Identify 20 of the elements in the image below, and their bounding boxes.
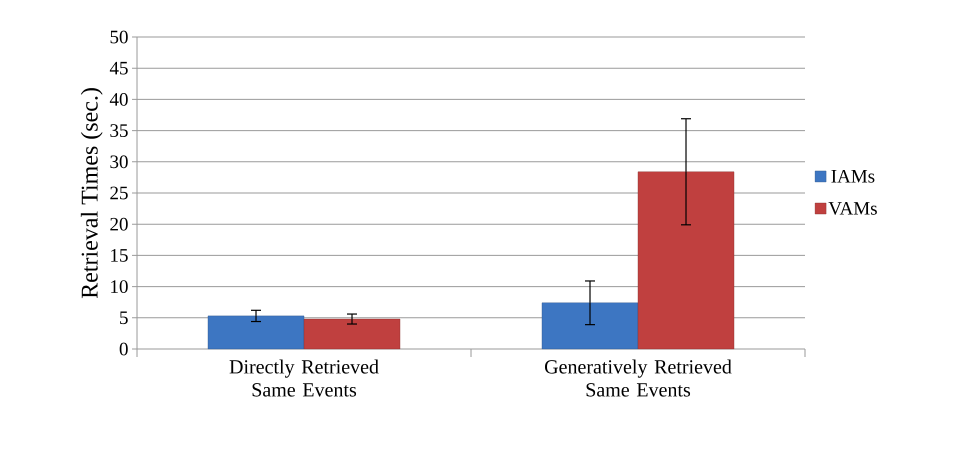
y-tick-label: 35 (110, 124, 128, 137)
y-tick-label: 10 (111, 280, 128, 293)
y-tick-label: 40 (110, 92, 128, 106)
x-tick-label: Directly Retrieved Same Events (230, 360, 379, 397)
bar (542, 302, 638, 350)
x-tick-label: Generatively Retrieved Same Events (544, 360, 732, 397)
bar (304, 318, 400, 350)
bar (208, 316, 304, 350)
y-tick-label: 30 (110, 155, 128, 168)
y-tick-label: 0 (120, 342, 128, 356)
y-axis-title: Retrieval Times (sec.) (80, 88, 103, 298)
legend-label: IAMs (831, 170, 874, 183)
bar (638, 172, 734, 350)
y-tick-label: 50 (110, 30, 128, 44)
y-tick-label: 20 (110, 218, 128, 231)
y-tick-label: 25 (110, 186, 128, 200)
y-tick-label: 15 (111, 249, 128, 262)
y-tick-label: 5 (120, 311, 128, 324)
y-tick-label: 45 (110, 62, 128, 75)
legend-label: VAMs (828, 202, 877, 215)
